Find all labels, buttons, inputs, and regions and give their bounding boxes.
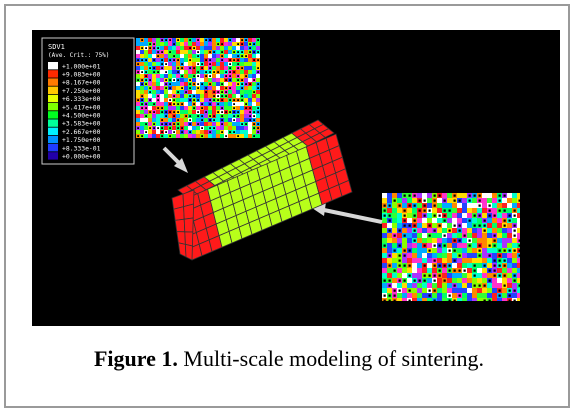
figure-image: SDV1 (Ave. Crit.: 75%) +1.000e+01 +9.083e… [32,30,560,326]
arrow-top [162,146,188,173]
legend-swatch [48,62,58,70]
legend-swatch [48,94,58,103]
legend-swatch [48,144,58,152]
legend-value: +8.333e-01 [62,144,101,152]
legend-subtitle: (Ave. Crit.: 75%) [48,52,109,59]
legend-value: +1.750e+00 [62,136,101,144]
legend-swatch [48,103,58,111]
legend-swatch [48,127,58,135]
legend-value: +2.667e+00 [62,128,101,136]
legend-value: +0.000e+00 [62,153,101,161]
legend-swatch [48,78,58,86]
legend-title: SDV1 [48,43,65,51]
microstructure-top [136,38,260,138]
legend-value: +4.500e+00 [62,112,101,120]
legend-value: +7.250e+00 [62,87,101,95]
legend-value: +3.583e+00 [62,120,101,128]
legend-swatch [48,152,58,160]
legend-swatch [48,111,58,119]
arrow-right [312,202,383,224]
legend-swatch [48,70,58,78]
legend-entries: +1.000e+01+9.083e+00+8.167e+00+7.250e+00… [48,62,101,161]
legend-value: +8.167e+00 [62,79,101,87]
legend-value: +5.417e+00 [62,103,101,111]
contour-legend: SDV1 (Ave. Crit.: 75%) +1.000e+01+9.083e… [41,37,135,165]
legend-swatch [48,119,58,127]
legend-swatch [48,86,58,94]
microstructure-right [382,193,521,302]
caption-label: Figure 1. [93,346,178,371]
sintering-figure-svg: SDV1 (Ave. Crit.: 75%) +1.000e+01+9.083e… [41,37,521,302]
legend-swatch [48,135,58,144]
caption-text: Multi-scale modeling of sintering. [177,346,485,371]
legend-value: +1.000e+01 [62,62,101,70]
legend-value: +9.083e+00 [62,71,101,79]
figure-caption: Figure 1. Multi-scale modeling of sinter… [0,346,578,372]
fe-mesh-block [171,119,353,261]
legend-value: +6.333e+00 [62,95,101,103]
